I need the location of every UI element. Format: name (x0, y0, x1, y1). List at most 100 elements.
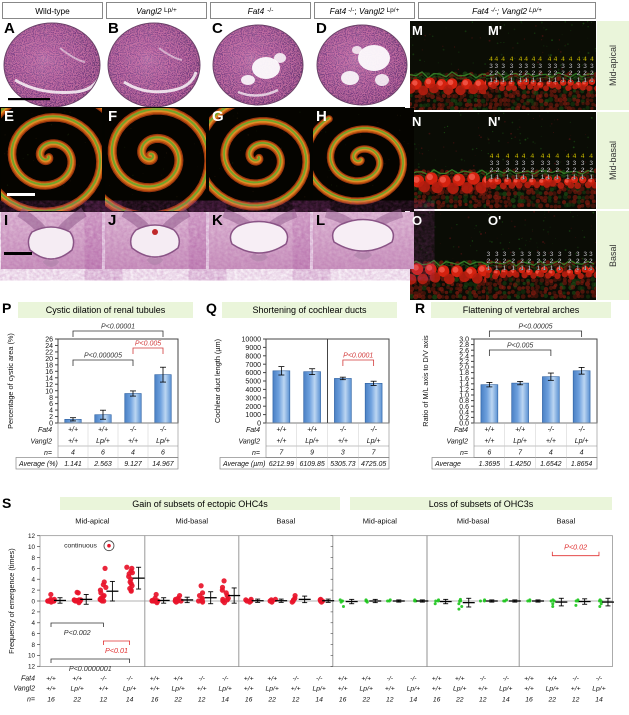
svg-text:P<0.002: P<0.002 (64, 628, 91, 637)
svg-text:4: 4 (510, 56, 514, 63)
svg-text:-/-: -/- (548, 426, 555, 433)
svg-text:2: 2 (548, 70, 552, 77)
svg-text:1.4250: 1.4250 (509, 461, 531, 468)
svg-text:1: 1 (503, 265, 507, 272)
svg-text:2: 2 (536, 258, 540, 265)
svg-text:1: 1 (538, 77, 542, 84)
svg-text:9: 9 (310, 449, 314, 456)
svg-text:1: 1 (573, 174, 577, 181)
svg-text:P<0.005: P<0.005 (135, 341, 161, 348)
svg-text:1: 1 (553, 77, 557, 84)
svg-text:3: 3 (590, 63, 594, 70)
svg-text:Lp/+: Lp/+ (513, 438, 527, 445)
svg-text:1: 1 (548, 77, 552, 84)
svg-text:10: 10 (28, 544, 36, 551)
svg-text:1: 1 (487, 265, 491, 272)
svg-text:Cochlear duct length (µm): Cochlear duct length (µm) (213, 339, 222, 423)
svg-text:2: 2 (527, 258, 531, 265)
svg-text:2: 2 (503, 258, 507, 265)
svg-text:1.6542: 1.6542 (540, 461, 562, 468)
svg-text:Percentage of cystic area (%): Percentage of cystic area (%) (6, 333, 15, 429)
svg-text:+/+: +/+ (276, 426, 286, 433)
svg-text:7000: 7000 (245, 362, 261, 369)
svg-text:-/-: -/- (578, 426, 585, 433)
svg-text:4: 4 (555, 153, 559, 160)
svg-text:1: 1 (530, 174, 534, 181)
svg-text:1: 1 (547, 174, 551, 181)
svg-text:Lp/+: Lp/+ (453, 686, 466, 693)
svg-text:4: 4 (31, 577, 35, 584)
svg-text:+/+: +/+ (338, 438, 348, 445)
svg-text:Vangl2: Vangl2 (30, 438, 52, 445)
svg-text:1.3695: 1.3695 (479, 461, 501, 468)
svg-text:1: 1 (576, 265, 580, 272)
svg-text:3: 3 (530, 160, 534, 167)
svg-text:n=: n= (460, 450, 468, 457)
svg-text:1: 1 (520, 265, 524, 272)
svg-text:2: 2 (489, 70, 493, 77)
svg-text:6: 6 (31, 566, 35, 573)
svg-text:12: 12 (28, 664, 36, 671)
svg-text:Ratio of M/L axis to D/V axis: Ratio of M/L axis to D/V axis (421, 335, 430, 427)
svg-text:1.141: 1.141 (64, 461, 82, 468)
svg-text:Lp/+: Lp/+ (123, 686, 136, 693)
svg-text:3: 3 (577, 63, 581, 70)
svg-text:2: 2 (576, 258, 580, 265)
svg-text:2: 2 (506, 167, 510, 174)
svg-text:2: 2 (542, 258, 546, 265)
svg-text:Lp/+: Lp/+ (96, 438, 110, 445)
svg-text:6109.85: 6109.85 (299, 461, 324, 468)
svg-text:Fat4: Fat4 (454, 427, 468, 434)
svg-text:24: 24 (45, 343, 53, 350)
svg-text:n=: n= (252, 450, 260, 457)
svg-text:Average: Average (434, 461, 461, 468)
svg-text:5000: 5000 (245, 379, 261, 386)
svg-text:1: 1 (536, 265, 540, 272)
svg-text:+/+: +/+ (515, 426, 525, 433)
svg-text:3: 3 (495, 251, 499, 258)
svg-text:1: 1 (542, 265, 546, 272)
svg-text:+/+: +/+ (244, 676, 254, 683)
svg-text:16: 16 (47, 697, 55, 704)
svg-text:4: 4 (519, 56, 523, 63)
svg-text:4: 4 (490, 153, 494, 160)
svg-text:-/-: -/- (387, 676, 394, 683)
svg-text:+/+: +/+ (478, 686, 488, 693)
svg-text:continuous: continuous (64, 543, 97, 550)
svg-text:+/+: +/+ (98, 686, 108, 693)
svg-text:Basal: Basal (276, 517, 295, 526)
svg-text:+/+: +/+ (338, 676, 348, 683)
svg-text:-/-: -/- (370, 426, 377, 433)
svg-text:22: 22 (361, 697, 370, 704)
svg-text:9.127: 9.127 (124, 461, 143, 468)
svg-text:4000: 4000 (245, 387, 261, 394)
svg-text:4: 4 (501, 56, 505, 63)
svg-text:P<0.00005: P<0.00005 (518, 324, 552, 331)
svg-text:4: 4 (489, 56, 493, 63)
svg-text:2000: 2000 (245, 404, 261, 411)
svg-text:22: 22 (548, 697, 557, 704)
svg-text:3: 3 (487, 251, 491, 258)
svg-text:1: 1 (555, 174, 559, 181)
svg-text:3: 3 (576, 251, 580, 258)
svg-text:-/-: -/- (130, 426, 137, 433)
svg-text:4: 4 (131, 449, 135, 456)
svg-text:22: 22 (173, 697, 182, 704)
svg-text:-/-: -/- (596, 676, 603, 683)
svg-text:P<0.02: P<0.02 (564, 543, 587, 552)
svg-text:+/+: +/+ (98, 426, 108, 433)
svg-text:2.563: 2.563 (93, 461, 112, 468)
svg-text:2: 2 (31, 587, 35, 594)
svg-text:2: 2 (532, 70, 536, 77)
svg-text:4: 4 (548, 56, 552, 63)
svg-text:+/+: +/+ (46, 686, 56, 693)
svg-text:4: 4 (532, 56, 536, 63)
svg-text:-/-: -/- (222, 676, 229, 683)
svg-text:+/+: +/+ (276, 438, 286, 445)
svg-text:P<0.005: P<0.005 (507, 343, 533, 350)
svg-text:+/+: +/+ (524, 676, 534, 683)
svg-text:1: 1 (589, 265, 593, 272)
svg-text:+/+: +/+ (432, 686, 442, 693)
svg-text:+/+: +/+ (338, 686, 348, 693)
svg-text:Lp/+: Lp/+ (171, 686, 184, 693)
